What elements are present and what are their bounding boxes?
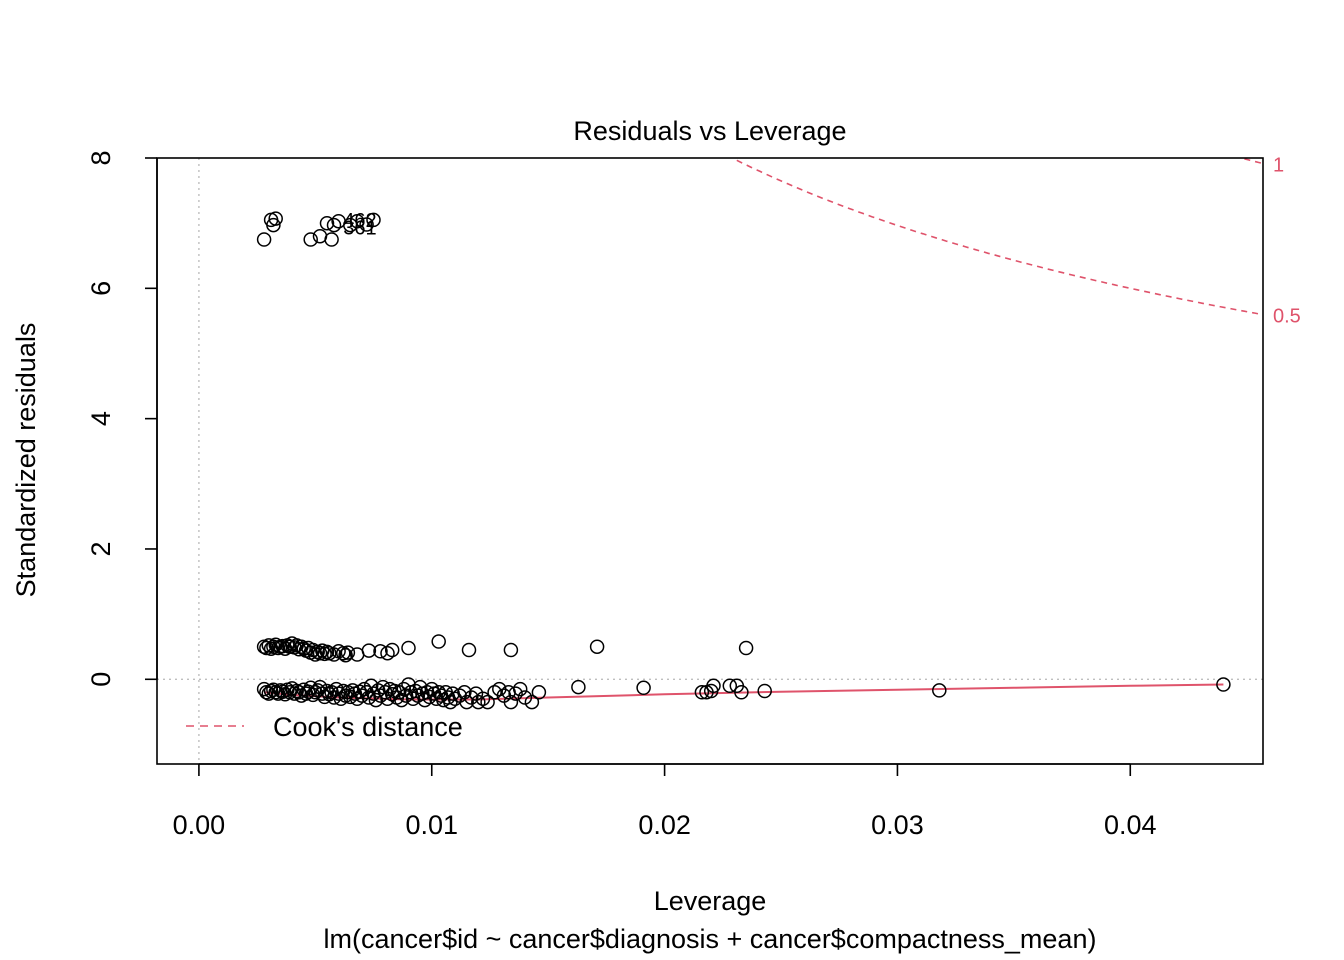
data-point — [338, 647, 353, 663]
data-point — [266, 217, 281, 233]
data-point — [326, 647, 342, 662]
data-point — [459, 694, 474, 710]
data-point — [263, 641, 279, 656]
data-point — [317, 646, 332, 662]
y-tick-label: 6 — [86, 281, 116, 296]
data-point — [256, 232, 272, 247]
data-point — [480, 694, 495, 710]
data-point — [354, 688, 370, 703]
x-tick-label: 0.04 — [1104, 810, 1157, 840]
data-point — [356, 681, 372, 697]
data-point — [722, 678, 738, 694]
cook-contour-line — [1244, 158, 1264, 165]
y-tick-label: 4 — [86, 411, 116, 426]
data-point — [706, 678, 721, 694]
data-point — [326, 217, 342, 233]
data-point — [289, 683, 304, 699]
data-point — [384, 642, 400, 658]
data-point — [738, 640, 754, 656]
data-point — [571, 679, 586, 695]
data-point — [734, 685, 749, 700]
data-point — [259, 640, 274, 656]
data-point — [422, 689, 437, 705]
data-point — [464, 690, 479, 705]
x-tick-label: 0.00 — [173, 810, 226, 840]
data-point — [312, 679, 328, 695]
y-axis-label: Standardized residuals — [11, 323, 41, 598]
data-point — [503, 642, 519, 658]
data-point — [932, 683, 947, 698]
point-id-label: 361 — [343, 218, 376, 240]
x-axis: 0.00 0.01 0.02 0.03 0.04 — [173, 763, 1157, 840]
x-axis-label: Leverage — [654, 886, 767, 916]
chart-title: Residuals vs Leverage — [573, 116, 846, 146]
data-point — [324, 232, 339, 247]
data-point — [268, 211, 283, 226]
legend-label: Cook's distance — [273, 712, 463, 742]
data-point — [475, 691, 491, 707]
data-point — [282, 639, 297, 654]
data-point — [1216, 677, 1231, 692]
data-point — [517, 690, 533, 705]
point-id-label: 462 — [343, 210, 376, 232]
legend: Cook's distance — [186, 712, 463, 742]
cook-distance-contours: 0.51 — [736, 155, 1301, 328]
data-point — [361, 643, 377, 658]
data-point — [636, 680, 651, 696]
data-point — [503, 694, 519, 710]
data-point — [508, 686, 523, 701]
x-tick-label: 0.01 — [405, 810, 458, 840]
data-point — [319, 644, 335, 660]
data-point — [312, 645, 328, 661]
y-tick-label: 0 — [86, 672, 116, 687]
data-point — [377, 685, 393, 700]
data-point — [368, 692, 384, 708]
data-point — [380, 645, 395, 661]
data-point — [319, 215, 335, 231]
data-point — [366, 212, 381, 228]
data-point — [471, 694, 486, 710]
data-point — [275, 638, 290, 654]
data-point — [398, 688, 414, 703]
x-tick-label: 0.02 — [638, 810, 691, 840]
data-point — [361, 690, 377, 705]
data-point — [524, 694, 540, 710]
y-axis: 0 2 4 6 8 — [86, 150, 158, 687]
data-point — [308, 685, 323, 700]
data-point — [343, 217, 358, 233]
data-point — [349, 213, 365, 229]
data-point — [303, 232, 318, 247]
data-point — [394, 692, 409, 708]
data-point — [589, 639, 605, 654]
data-point — [336, 645, 351, 661]
y-tick-label: 8 — [86, 150, 116, 165]
data-point — [401, 640, 416, 656]
data-point — [373, 644, 388, 659]
data-point — [391, 685, 407, 700]
cook-contour-line — [736, 159, 1264, 316]
reference-lines — [157, 158, 1263, 764]
model-formula-label: lm(cancer$id ~ cancer$diagnosis + cancer… — [324, 924, 1097, 954]
data-point — [487, 685, 502, 700]
x-tick-label: 0.03 — [871, 810, 924, 840]
data-point — [396, 681, 412, 697]
data-point — [303, 680, 318, 696]
data-point — [694, 685, 710, 700]
data-point — [531, 685, 547, 700]
points-group — [256, 211, 1231, 710]
y-tick-label: 2 — [86, 541, 116, 556]
cook-contour-label: 0.5 — [1273, 306, 1301, 328]
plot-frame — [156, 157, 1264, 765]
data-point — [273, 683, 288, 698]
data-point — [512, 681, 528, 697]
data-point — [340, 645, 356, 660]
data-point — [363, 678, 379, 694]
data-point — [757, 683, 772, 699]
data-point — [296, 641, 311, 656]
data-point — [431, 634, 446, 649]
cook-contour-label: 1 — [1273, 155, 1284, 177]
data-point — [461, 642, 477, 658]
